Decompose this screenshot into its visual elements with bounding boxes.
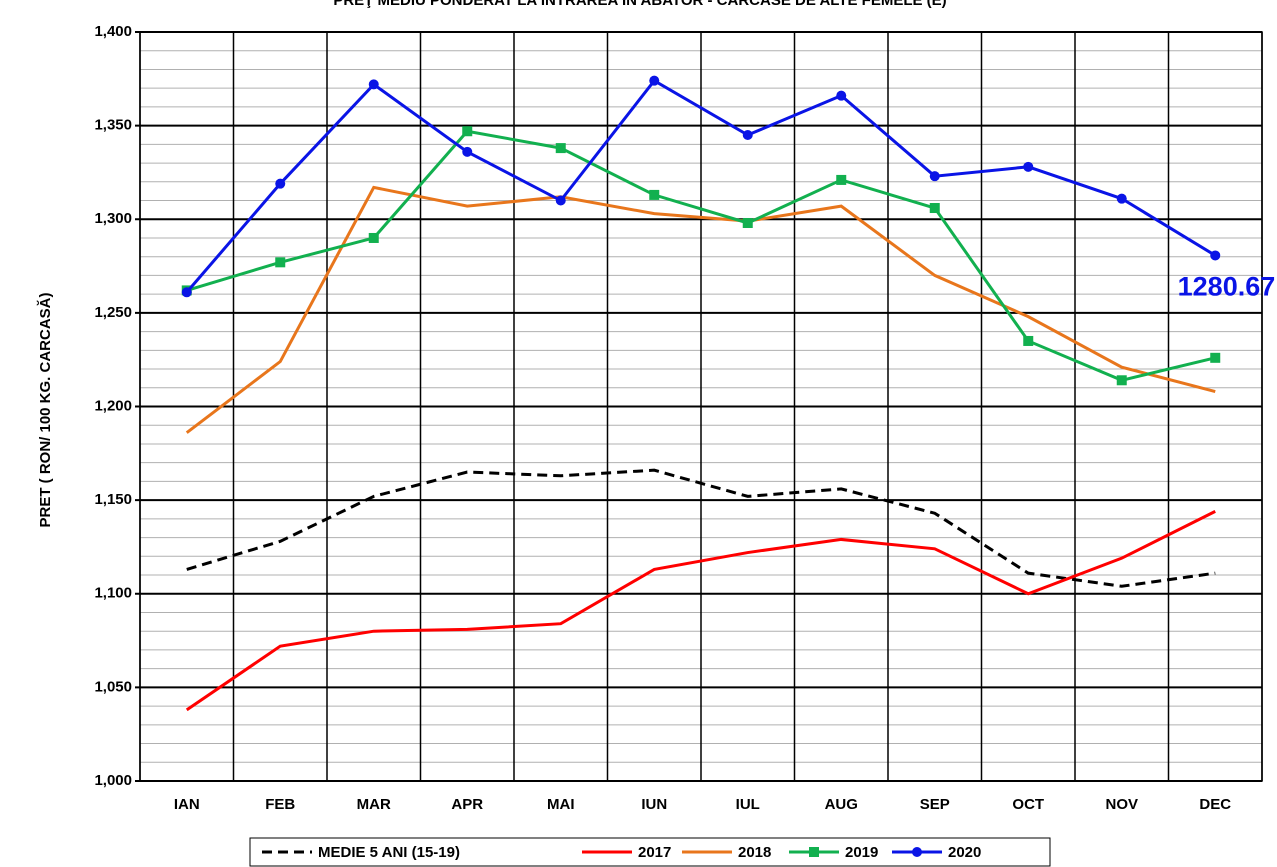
marker (368, 232, 379, 243)
x-tick-label: IAN (174, 796, 200, 813)
marker (649, 75, 660, 86)
series-line (185, 78, 1217, 294)
marker (929, 203, 940, 214)
marker (181, 287, 192, 298)
x-tick-label: APR (451, 796, 483, 813)
x-tick-label: NOV (1105, 796, 1138, 813)
marker (1116, 193, 1127, 204)
x-tick-label: AUG (825, 796, 858, 813)
marker (742, 129, 753, 140)
y-axis-label: PRET ( RON/ 100 KG. CARCASĂ) (37, 292, 54, 527)
series-line (186, 129, 1216, 382)
marker (649, 189, 660, 200)
plot-border (139, 31, 1263, 782)
marker (1210, 352, 1221, 363)
marker (462, 126, 473, 137)
legend-label: 2020 (948, 844, 981, 861)
x-tick-label: MAI (547, 796, 575, 813)
marker (275, 178, 286, 189)
legend-label: MEDIE 5 ANI (15-19) (318, 844, 460, 861)
x-tick-label: IUN (641, 796, 667, 813)
legend-marker (912, 847, 922, 857)
y-tick-label: 1,350 (94, 117, 132, 134)
value-label: 1280.67 (1178, 272, 1276, 302)
chart-title: PREŢ MEDIU PONDERAT LA INTRAREA IN ABATO… (333, 0, 946, 9)
series-line (185, 185, 1216, 434)
marker (368, 79, 379, 90)
x-tick-label: IUL (736, 796, 760, 813)
legend-label: 2019 (845, 844, 878, 861)
marker (555, 143, 566, 154)
y-tick-label: 1,250 (94, 304, 132, 321)
x-tick-label: FEB (265, 796, 295, 813)
marker (742, 217, 753, 228)
marker (1210, 250, 1221, 261)
x-tick-label: SEP (920, 796, 950, 813)
marker (555, 195, 566, 206)
x-tick-label: MAR (357, 796, 391, 813)
marker (1116, 375, 1127, 386)
x-tick-label: OCT (1012, 796, 1044, 813)
legend-marker (809, 847, 819, 857)
marker (1023, 335, 1034, 346)
y-tick-label: 1,050 (94, 678, 132, 695)
marker (836, 90, 847, 101)
y-tick-label: 1,400 (94, 23, 132, 40)
y-tick-label: 1,300 (94, 210, 132, 227)
y-tick-label: 1,000 (94, 772, 132, 789)
series-line (185, 510, 1216, 712)
x-tick-label: DEC (1199, 796, 1231, 813)
legend-label: 2018 (738, 844, 771, 861)
marker (929, 171, 940, 182)
y-tick-label: 1,150 (94, 491, 132, 508)
series-line (186, 468, 1216, 588)
marker (1023, 161, 1034, 172)
y-tick-label: 1,200 (94, 397, 132, 414)
y-tick-label: 1,100 (94, 585, 132, 602)
marker (462, 146, 473, 157)
marker (836, 174, 847, 185)
marker (275, 257, 286, 268)
legend-label: 2017 (638, 844, 671, 861)
